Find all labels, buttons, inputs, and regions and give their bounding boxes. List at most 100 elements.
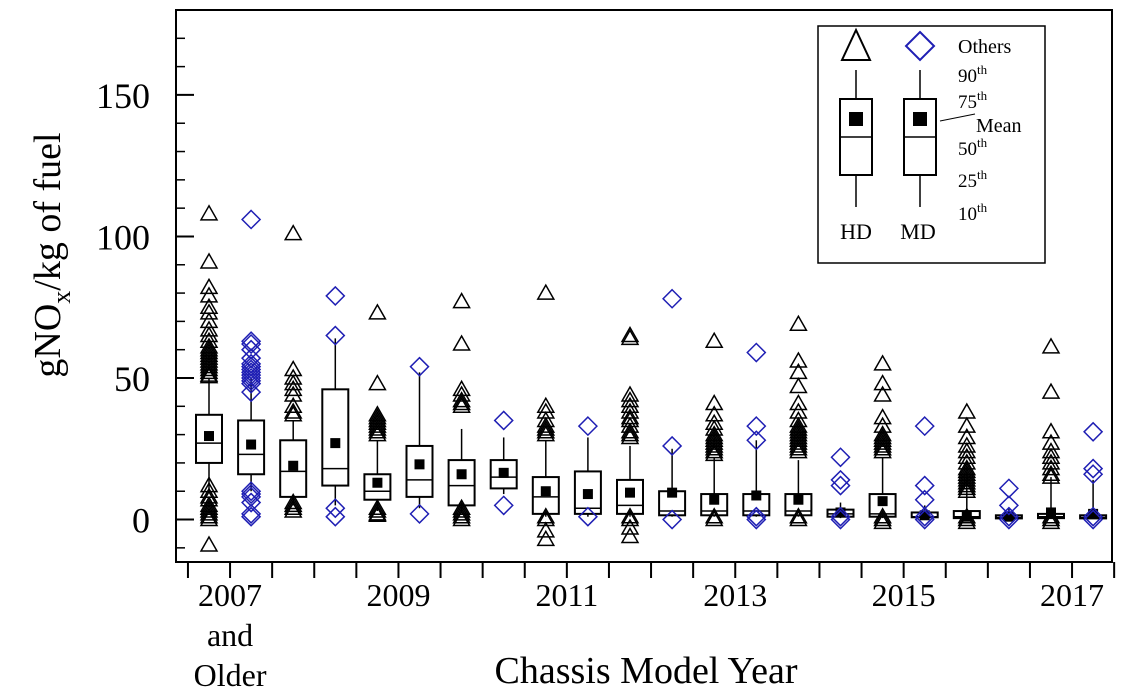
x-tick-label: Older [194, 657, 267, 693]
outlier-triangle [789, 393, 808, 411]
outlier-triangle [283, 405, 303, 422]
outlier-triangle [536, 529, 556, 547]
outlier-diamond [241, 481, 262, 502]
outlier-triangle [283, 501, 303, 518]
outlier-triangle [283, 498, 303, 515]
legend-hd-mean-marker [849, 112, 863, 126]
outlier-triangle [452, 292, 471, 309]
outlier-diamond [830, 469, 851, 490]
mean-marker [582, 489, 593, 500]
outlier-triangle [957, 507, 977, 524]
outlier-triangle [957, 481, 977, 498]
outlier-triangle [199, 320, 219, 337]
outlier-diamond [1083, 421, 1104, 442]
outlier-triangle [873, 510, 892, 527]
legend-mean-pointer [939, 113, 976, 122]
mean-marker [961, 511, 972, 522]
outlier-triangle [789, 314, 808, 331]
outlier-triangle [452, 501, 471, 518]
outlier-triangle [368, 416, 387, 433]
outlier-triangle [452, 498, 471, 515]
outlier-triangle [873, 385, 892, 402]
outlier-triangle [789, 351, 808, 368]
outlier-triangle [957, 478, 977, 496]
outlier-triangle [283, 385, 303, 402]
outlier-triangle [452, 385, 471, 402]
x-axis: 2007 and Older 2009 2011 2013 2015 2017 [186, 562, 1116, 693]
outlier-triangle [199, 359, 219, 377]
outlier-triangle [1041, 512, 1061, 530]
outlier-diamond [914, 506, 935, 527]
outlier-triangle [704, 439, 724, 456]
iqr-box [700, 493, 729, 517]
outlier-diamond [998, 506, 1019, 527]
outlier-triangle [1041, 382, 1061, 399]
outlier-diamond [746, 342, 767, 363]
outlier-triangle [957, 416, 977, 433]
iqr-box [784, 493, 813, 517]
outlier-triangle [536, 510, 556, 527]
outlier-triangle [957, 476, 977, 493]
mean-marker [246, 439, 257, 450]
outlier-diamond [746, 416, 767, 437]
outlier-diamond [241, 362, 262, 383]
outlier-diamond [241, 492, 262, 513]
outlier-diamond [746, 430, 767, 451]
mean-marker [414, 459, 425, 470]
outlier-diamond [914, 416, 935, 437]
box-md [489, 437, 518, 495]
y-tick-label: 0 [132, 501, 150, 541]
x-tick-label: 2015 [872, 577, 936, 613]
outlier-triangle [1041, 442, 1061, 459]
outlier-triangle [620, 385, 640, 402]
outlier-diamond [241, 503, 262, 524]
outlier-triangle [199, 498, 219, 515]
outlier-triangle [1041, 510, 1061, 527]
outlier-triangle [368, 422, 387, 439]
outlier-diamond [998, 478, 1019, 499]
outlier-diamond [998, 509, 1019, 530]
outlier-triangle [452, 391, 471, 408]
x-tick-label: and [207, 617, 253, 653]
y-tick-label: 150 [96, 76, 150, 116]
outlier-diamond [241, 484, 262, 505]
mean-marker [1088, 508, 1099, 519]
outlier-triangle [1041, 422, 1061, 439]
outlier-triangle [283, 495, 303, 513]
outlier-diamond [998, 495, 1019, 516]
legend-frame [817, 25, 1046, 264]
legend-md-diamond-icon [904, 30, 936, 62]
outlier-triangle [368, 505, 387, 523]
legend-p25-label: 25th [958, 167, 988, 192]
box-md [573, 437, 602, 517]
outlier-triangle [452, 334, 471, 351]
outlier-diamond [577, 506, 598, 527]
outlier-diamond [241, 506, 262, 527]
iqr-box [195, 413, 223, 464]
outlier-triangle [873, 408, 892, 425]
mean-marker [288, 460, 299, 471]
x-tick-label: 2011 [535, 577, 598, 613]
y-axis-label: gNOx/kg of fuel [27, 132, 76, 377]
legend-md-label: MD [900, 219, 935, 244]
outlier-diamond [1083, 464, 1104, 485]
legend-hd-label: HD [840, 219, 872, 244]
outlier-triangle [957, 402, 977, 419]
outlier-triangle [1041, 464, 1061, 481]
iqr-box [237, 419, 266, 476]
outlier-triangle [873, 430, 892, 448]
outlier-triangle [452, 396, 471, 414]
outlier-triangle [452, 510, 471, 527]
outlier-diamond [662, 288, 683, 309]
outlier-triangle [704, 393, 724, 411]
outlier-diamond [325, 285, 346, 306]
outlier-diamond [577, 416, 598, 437]
box-md [658, 448, 687, 517]
outlier-diamond [409, 503, 430, 524]
outlier-triangle [536, 283, 556, 300]
outlier-triangle [789, 442, 808, 459]
box-hd [616, 445, 644, 517]
legend-p10-label: 10th [958, 200, 988, 225]
outlier-triangle [1041, 467, 1061, 484]
y-axis: 0 50 100 150 [96, 37, 194, 549]
